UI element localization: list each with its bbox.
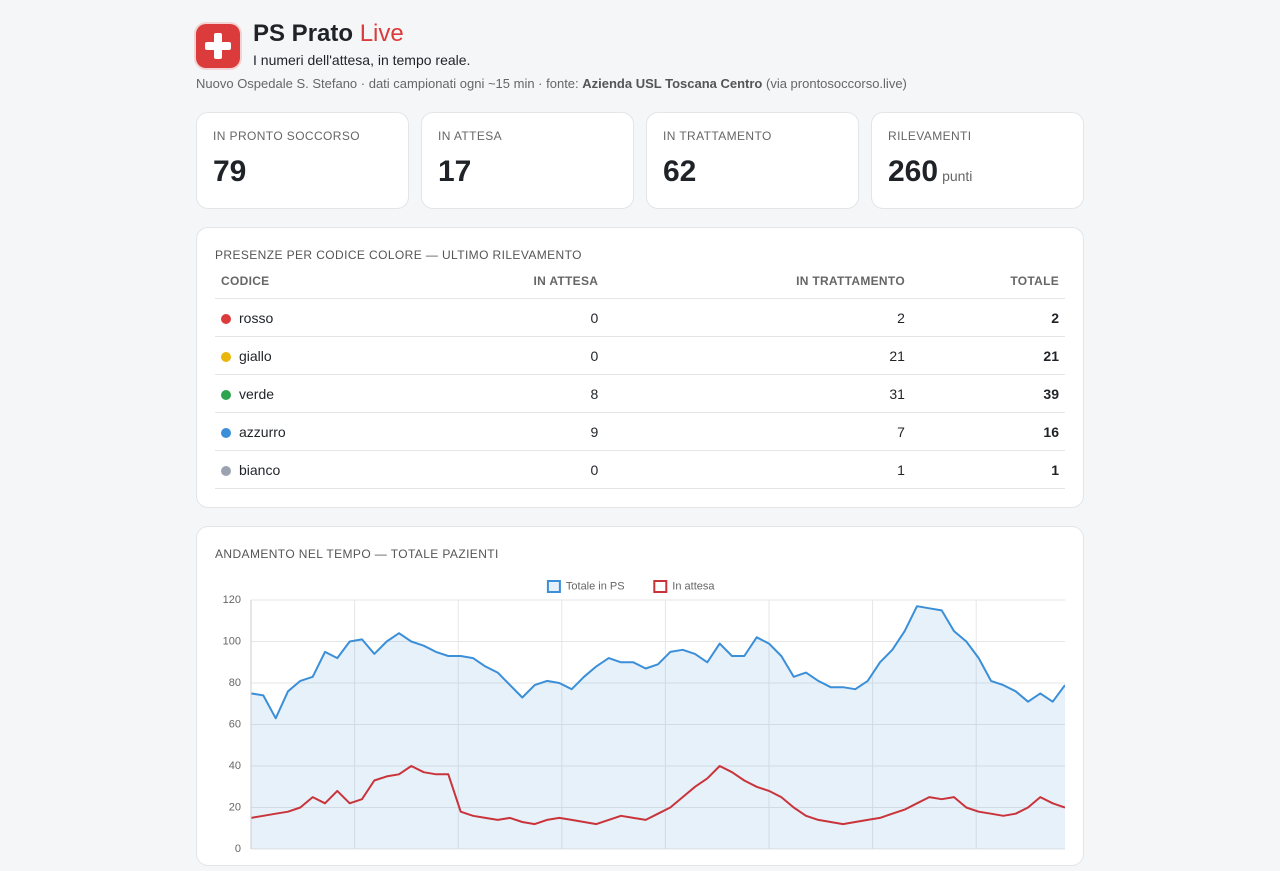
column-header: IN ATTESA [409, 270, 605, 299]
chart: 0 20 40 60 80 100 120 Totale in PS In attesa [223, 580, 1065, 855]
legend-swatch[interactable] [546, 580, 561, 593]
waiting-cell: 0 [409, 298, 605, 337]
y-tick-label: 120 [223, 594, 241, 606]
table-row: azzurro 9 7 16 [215, 412, 1065, 451]
color-dot [221, 427, 231, 438]
waiting-cell: 9 [409, 412, 605, 451]
line [250, 605, 1065, 720]
logo [196, 24, 240, 68]
stat-card: IN PRONTO SOCCORSO 79 [196, 112, 409, 209]
color-dot [221, 389, 231, 400]
stat-number: 17 [438, 155, 472, 188]
total-cell: 16 [910, 412, 1065, 451]
table-row: bianco 0 1 1 [215, 450, 1065, 489]
code-cell: rosso [215, 298, 410, 337]
title-accent: Live [359, 20, 404, 47]
chart-card: ANDAMENTO NEL TEMPO — TOTALE PAZIENTI 0 2… [196, 526, 1084, 866]
stat-value: 260 punti [888, 155, 972, 189]
y-tick-label: 80 [229, 677, 241, 689]
color-dot [221, 313, 231, 324]
code-cell: bianco [215, 450, 410, 489]
column-header: CODICE [215, 270, 410, 299]
column-header: TOTALE [910, 270, 1065, 299]
code-cell: giallo [215, 336, 410, 375]
legend-label[interactable]: Totale in PS [566, 580, 625, 592]
waiting-cell: 8 [409, 374, 605, 413]
code-name: verde [239, 385, 275, 402]
treating-cell: 7 [604, 412, 911, 451]
table-card: PRESENZE PER CODICE COLORE — ULTIMO RILE… [196, 227, 1084, 508]
y-tick-label: 0 [235, 843, 241, 855]
stat-value: 17 [438, 155, 471, 189]
stat-card: RILEVAMENTI 260 punti [871, 112, 1084, 209]
legend-swatch[interactable] [653, 580, 668, 593]
meta-source: Azienda USL Toscana Centro [582, 76, 763, 91]
stat-number: 79 [213, 155, 247, 188]
title-text: PS Prato [253, 20, 354, 47]
total-cell: 1 [910, 450, 1065, 489]
code-name: bianco [239, 461, 281, 478]
stat-number: 260 [888, 155, 939, 188]
stat-number: 62 [663, 155, 697, 188]
table: CODICE IN ATTESA IN TRATTAMENTO TOTALE rosso… [215, 270, 1065, 489]
y-tick-label: 100 [223, 635, 241, 647]
table-row: giallo 0 21 21 [215, 336, 1065, 375]
waiting-cell: 0 [409, 336, 605, 375]
legend-label[interactable]: In attesa [672, 580, 715, 592]
table-row: rosso 0 2 2 [215, 298, 1065, 337]
meta-text: (via prontosoccorso.live) [762, 76, 907, 91]
total-cell: 39 [910, 374, 1065, 413]
area [251, 606, 1065, 849]
waiting-cell: 0 [409, 450, 605, 489]
stat-card: IN ATTESA 17 [421, 112, 634, 209]
card-title: PRESENZE PER CODICE COLORE — ULTIMO RILE… [215, 248, 582, 262]
color-dot [221, 465, 231, 476]
treating-cell: 1 [604, 450, 911, 489]
page: PS Prato Live {"header":{"title":"PS Pra… [196, 20, 1084, 866]
logo-cross [205, 33, 231, 59]
code-cell: verde [215, 374, 410, 413]
code-name: azzurro [239, 423, 286, 440]
table-body: rosso 0 2 2 giallo 0 21 21 verde 8 31 39 azzurro 9 7 16… [215, 298, 1065, 489]
stat-value: 62 [663, 155, 696, 189]
code-name: giallo [239, 347, 272, 364]
stat-label: RILEVAMENTI [888, 129, 972, 143]
total-cell: 21 [910, 336, 1065, 375]
stat-label: IN ATTESA [438, 129, 503, 143]
y-tick-label: 60 [229, 718, 241, 730]
treating-cell: 2 [604, 298, 911, 337]
code-name: rosso [239, 309, 274, 326]
card-title: ANDAMENTO NEL TEMPO — TOTALE PAZIENTI [215, 547, 499, 561]
table-header: CODICE IN ATTESA IN TRATTAMENTO TOTALE [215, 270, 1065, 299]
treating-cell: 21 [604, 336, 911, 375]
title: PS Prato Live [253, 20, 404, 48]
stat-label: IN PRONTO SOCCORSO [213, 129, 360, 143]
stat-label: IN TRATTAMENTO [663, 129, 772, 143]
meta-text: Nuovo Ospedale S. Stefano · dati campion… [196, 76, 583, 91]
treating-cell: 31 [604, 374, 911, 413]
code-cell: azzurro [215, 412, 410, 451]
subtitle: I numeri dell'attesa, in tempo reale. [253, 52, 471, 68]
table-row: verde 8 31 39 [215, 374, 1065, 413]
column-header: IN TRATTAMENTO [604, 270, 911, 299]
total-cell: 2 [910, 298, 1065, 337]
stat-value: 79 [213, 155, 246, 189]
y-tick-label: 40 [229, 760, 241, 772]
stat-card: IN TRATTAMENTO 62 [646, 112, 859, 209]
body: PS Prato Live I numeri dell'attesa, in t… [196, 20, 1084, 866]
color-dot [221, 351, 231, 362]
meta: Nuovo Ospedale S. Stefano · dati campion… [196, 76, 907, 91]
y-tick-label: 20 [229, 801, 241, 813]
stat-unit: punti [942, 168, 973, 184]
